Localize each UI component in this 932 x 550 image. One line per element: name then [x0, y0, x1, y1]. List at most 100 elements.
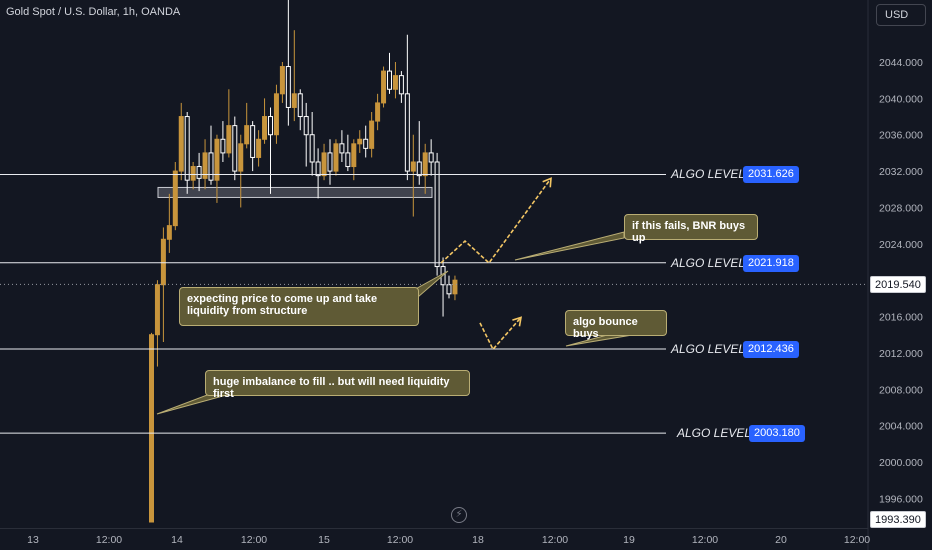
time-tick-label: 12:00	[387, 534, 413, 546]
candle-body	[369, 120, 375, 149]
candle-body	[303, 116, 309, 136]
symbol-title[interactable]: Gold Spot / U.S. Dollar, 1h, OANDA	[6, 6, 181, 18]
paths-layer	[440, 177, 552, 351]
candle-body	[381, 70, 387, 104]
candle-body	[256, 138, 262, 158]
time-tick-label: 20	[775, 534, 787, 546]
lightning-icon[interactable]: ⚡	[451, 507, 467, 523]
arrow-head	[542, 177, 552, 188]
price-tick-label: 2000.000	[879, 457, 923, 469]
candles-layer	[149, 0, 458, 523]
callout-imbalance[interactable]: huge imbalance to fill .. but will need …	[205, 370, 470, 400]
candle-body	[250, 125, 256, 158]
candle-body	[166, 225, 172, 240]
candle-body	[279, 66, 285, 95]
candle-body	[309, 134, 315, 163]
candle-body	[446, 284, 452, 295]
candle-body	[238, 143, 244, 172]
time-tick-label: 13	[27, 534, 39, 546]
candle-body	[321, 152, 327, 177]
algo-level-value: 2012.436	[743, 341, 799, 358]
time-tick-label: 12:00	[241, 534, 267, 546]
price-tick-label: 2004.000	[879, 421, 923, 433]
levels-layer	[0, 173, 868, 434]
candle-body	[428, 152, 434, 163]
price-tick-label: 2024.000	[879, 239, 923, 251]
time-tick-label: 12:00	[96, 534, 122, 546]
candle-body	[327, 152, 333, 172]
time-tick-label: 18	[472, 534, 484, 546]
candle-body	[363, 138, 369, 149]
candle-body	[190, 166, 196, 181]
price-tick-label: 2044.000	[879, 57, 923, 69]
projection-path	[440, 177, 552, 265]
currency-button[interactable]: USD	[876, 4, 926, 26]
price-tick-label: 2016.000	[879, 312, 923, 324]
candle-body	[387, 70, 392, 90]
candle-body	[404, 93, 410, 172]
candle-body	[160, 238, 166, 286]
candle-body	[315, 161, 321, 177]
candle-body	[262, 116, 268, 140]
candle-body	[208, 152, 214, 181]
candle-body	[398, 75, 404, 95]
time-tick-label: 12:00	[542, 534, 568, 546]
price-tick-label: 2028.000	[879, 202, 923, 214]
candle-body	[202, 152, 208, 179]
callout-bounce-buys[interactable]: algo bounce buys	[565, 310, 667, 340]
algo-level-value: 2031.626	[743, 166, 799, 183]
algo-level-label: ALGO LEVEL	[671, 342, 746, 356]
candle-body	[232, 125, 238, 172]
time-tick-label: 12:00	[844, 534, 870, 546]
candle-body	[416, 161, 422, 177]
algo-level-value: 2003.180	[749, 425, 805, 442]
price-tick-label: 1996.000	[879, 493, 923, 505]
candle-body	[214, 138, 220, 181]
candle-body	[273, 93, 279, 136]
callout-pointer	[514, 231, 625, 261]
candle-body	[422, 152, 428, 177]
last-price-tag: 2019.540	[870, 276, 926, 293]
candle-body	[452, 279, 458, 295]
candle-body	[357, 138, 363, 145]
low-price-tag: 1993.390	[870, 511, 926, 528]
callout-liquidity[interactable]: expecting price to come up and take liqu…	[179, 287, 419, 326]
structure-zone	[157, 186, 433, 198]
price-tick-label: 2040.000	[879, 93, 923, 105]
zone-layer	[157, 186, 433, 198]
candle-body	[172, 170, 178, 227]
candle-body	[351, 143, 357, 168]
candle-body	[184, 116, 190, 181]
arrow-head	[512, 316, 523, 327]
candle-body	[220, 138, 226, 154]
candle-body	[392, 75, 398, 90]
algo-level-value: 2021.918	[743, 255, 799, 272]
time-tick-label: 19	[623, 534, 635, 546]
price-tick-label: 2008.000	[879, 384, 923, 396]
projection-path	[479, 316, 522, 351]
candle-body	[410, 161, 416, 172]
candle-body	[154, 284, 160, 336]
candle-body	[375, 102, 381, 122]
time-tick-label: 15	[318, 534, 330, 546]
candle-body	[244, 125, 250, 145]
price-tick-label: 2032.000	[879, 166, 923, 178]
price-tick-label: 2036.000	[879, 130, 923, 142]
candle-body	[339, 143, 345, 154]
candle-body	[297, 93, 303, 118]
algo-level-label: ALGO LEVEL	[671, 256, 746, 270]
callout-bnr-buys[interactable]: if this fails, BNR buys up	[624, 214, 758, 244]
algo-level-label: ALGO LEVEL	[671, 167, 746, 181]
candle-body	[268, 116, 273, 136]
algo-level-label: ALGO LEVEL	[677, 426, 752, 440]
price-tick-label: 2012.000	[879, 348, 923, 360]
candle-body	[196, 166, 202, 179]
candle-body	[345, 152, 351, 168]
candle-body	[291, 93, 297, 108]
candle-body	[178, 116, 184, 172]
candle-body	[285, 66, 291, 108]
time-tick-label: 12:00	[692, 534, 718, 546]
candle-body	[149, 334, 154, 523]
